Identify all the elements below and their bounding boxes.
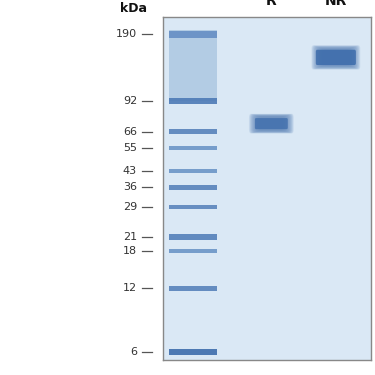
Text: 190: 190 <box>116 29 137 39</box>
Text: 21: 21 <box>123 232 137 242</box>
FancyBboxPatch shape <box>249 114 294 134</box>
Bar <box>170 129 217 134</box>
FancyBboxPatch shape <box>255 118 288 129</box>
Bar <box>170 249 217 253</box>
Text: 18: 18 <box>123 246 137 256</box>
Text: 92: 92 <box>123 96 137 106</box>
Text: 6: 6 <box>130 347 137 357</box>
Bar <box>170 147 217 150</box>
FancyBboxPatch shape <box>253 115 290 132</box>
Text: NR: NR <box>325 0 347 8</box>
FancyBboxPatch shape <box>250 114 292 133</box>
Bar <box>170 205 217 209</box>
Bar <box>170 234 217 240</box>
FancyBboxPatch shape <box>316 47 355 68</box>
FancyBboxPatch shape <box>252 115 290 132</box>
FancyBboxPatch shape <box>312 45 360 69</box>
FancyBboxPatch shape <box>250 114 293 133</box>
Bar <box>170 169 217 173</box>
Text: 29: 29 <box>123 202 137 212</box>
Bar <box>170 98 217 104</box>
Bar <box>170 31 217 38</box>
FancyBboxPatch shape <box>311 45 360 69</box>
Text: kDa: kDa <box>120 2 147 15</box>
Text: 55: 55 <box>123 143 137 153</box>
FancyBboxPatch shape <box>315 47 357 68</box>
FancyBboxPatch shape <box>316 50 356 65</box>
Bar <box>170 185 217 190</box>
FancyBboxPatch shape <box>314 46 358 69</box>
FancyBboxPatch shape <box>251 114 292 133</box>
FancyBboxPatch shape <box>313 46 359 69</box>
FancyBboxPatch shape <box>252 115 291 132</box>
Text: R: R <box>266 0 277 8</box>
Text: 12: 12 <box>123 283 137 293</box>
FancyBboxPatch shape <box>316 47 356 68</box>
Text: 43: 43 <box>123 166 137 176</box>
Text: 66: 66 <box>123 127 137 136</box>
Bar <box>170 286 217 291</box>
Bar <box>170 349 217 355</box>
FancyBboxPatch shape <box>254 115 289 132</box>
Bar <box>170 30 217 101</box>
FancyBboxPatch shape <box>251 114 291 133</box>
FancyBboxPatch shape <box>315 46 357 68</box>
FancyBboxPatch shape <box>314 46 358 69</box>
Text: 36: 36 <box>123 182 137 192</box>
